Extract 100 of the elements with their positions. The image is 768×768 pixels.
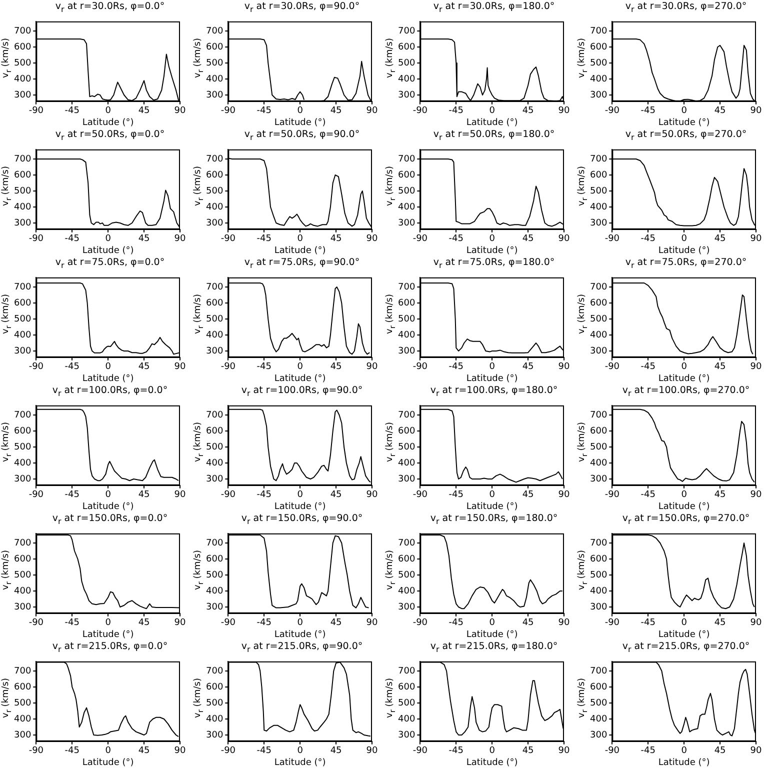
y-tick-label: 600 xyxy=(206,554,224,564)
y-tick-label: 300 xyxy=(14,90,32,100)
x-tick-label: -45 xyxy=(640,746,656,756)
x-axis-title: Latitude (°) xyxy=(82,502,134,512)
y-tick-label: 600 xyxy=(14,42,32,52)
x-tick-label: 0 xyxy=(297,234,304,244)
x-tick-label: 45 xyxy=(522,234,534,244)
y-tick-label: 500 xyxy=(14,570,32,580)
chart-title: v$_{r}$ at r=30.0Rs, φ=180.0° xyxy=(432,0,556,14)
y-tick-label: 600 xyxy=(590,170,608,180)
y-tick-label: 500 xyxy=(590,58,608,68)
y-tick-label: 600 xyxy=(590,298,608,308)
y-tick-label: 300 xyxy=(14,218,32,228)
x-tick-label: 90 xyxy=(174,746,186,756)
x-tick-label: -90 xyxy=(220,106,236,116)
x-axis-title: Latitude (°) xyxy=(82,758,134,768)
y-tick-label: 500 xyxy=(14,698,32,708)
x-tick-label: 45 xyxy=(522,618,534,628)
x-tick-label: -45 xyxy=(64,234,80,244)
y-tick-label: 600 xyxy=(590,682,608,692)
y-tick-label: 400 xyxy=(14,714,32,724)
x-tick-label: -45 xyxy=(256,618,272,628)
x-tick-label: 90 xyxy=(366,362,378,372)
x-tick-label: 0 xyxy=(681,106,688,116)
y-tick-label: 500 xyxy=(398,442,416,452)
x-tick-label: -90 xyxy=(604,746,620,756)
y-tick-label: 300 xyxy=(398,474,416,484)
x-tick-label: 0 xyxy=(297,490,304,500)
chart-title: v$_{r}$ at r=150.0Rs, φ=90.0° xyxy=(240,512,364,526)
x-tick-label: 45 xyxy=(714,106,726,116)
x-tick-label: -90 xyxy=(604,362,620,372)
x-tick-label: -90 xyxy=(220,362,236,372)
x-tick-label: -90 xyxy=(412,490,428,500)
x-tick-label: 45 xyxy=(330,234,342,244)
y-tick-label: 400 xyxy=(590,202,608,212)
x-tick-label: 45 xyxy=(330,106,342,116)
y-tick-label: 700 xyxy=(590,410,608,420)
x-axis-title: Latitude (°) xyxy=(466,118,518,128)
x-tick-label: 45 xyxy=(138,490,150,500)
x-tick-label: 0 xyxy=(489,106,496,116)
y-tick-label: 600 xyxy=(398,42,416,52)
y-tick-label: 400 xyxy=(14,74,32,84)
chart-title: v$_{r}$ at r=150.0Rs, φ=0.0° xyxy=(51,512,169,526)
y-tick-label: 600 xyxy=(14,170,32,180)
chart-title: v$_{r}$ at r=215.0Rs, φ=270.0° xyxy=(621,640,751,654)
y-tick-label: 400 xyxy=(398,330,416,340)
x-tick-label: 45 xyxy=(330,746,342,756)
x-tick-label: 0 xyxy=(489,234,496,244)
y-tick-label: 300 xyxy=(590,602,608,612)
x-tick-label: -90 xyxy=(604,106,620,116)
chart-title: v$_{r}$ at r=100.0Rs, φ=0.0° xyxy=(51,384,169,398)
x-tick-label: 90 xyxy=(558,234,570,244)
x-tick-label: 90 xyxy=(558,618,570,628)
x-tick-label: 90 xyxy=(558,746,570,756)
y-tick-label: 500 xyxy=(14,314,32,324)
x-tick-label: -90 xyxy=(220,618,236,628)
x-tick-label: 0 xyxy=(105,618,112,628)
x-tick-label: -45 xyxy=(64,362,80,372)
x-tick-label: 90 xyxy=(366,618,378,628)
x-tick-label: 45 xyxy=(138,362,150,372)
x-tick-label: -45 xyxy=(448,234,464,244)
y-tick-label: 500 xyxy=(398,698,416,708)
y-tick-label: 600 xyxy=(206,298,224,308)
y-tick-label: 700 xyxy=(206,410,224,420)
x-tick-label: 45 xyxy=(330,490,342,500)
x-tick-label: 90 xyxy=(750,618,762,628)
chart-title: v$_{r}$ at r=50.0Rs, φ=0.0° xyxy=(54,128,166,142)
x-axis-title: Latitude (°) xyxy=(274,502,326,512)
x-tick-label: -90 xyxy=(412,362,428,372)
y-tick-label: 400 xyxy=(398,202,416,212)
y-tick-label: 700 xyxy=(398,410,416,420)
x-tick-label: -90 xyxy=(28,618,44,628)
x-axis-title: Latitude (°) xyxy=(466,758,518,768)
y-tick-label: 700 xyxy=(14,26,32,36)
x-tick-label: 90 xyxy=(750,362,762,372)
x-tick-label: 45 xyxy=(330,618,342,628)
chart-title: v$_{r}$ at r=215.0Rs, φ=90.0° xyxy=(240,640,364,654)
x-tick-label: 45 xyxy=(138,618,150,628)
y-tick-label: 400 xyxy=(590,586,608,596)
chart-title: v$_{r}$ at r=30.0Rs, φ=90.0° xyxy=(243,0,361,14)
y-tick-label: 500 xyxy=(14,442,32,452)
y-tick-label: 300 xyxy=(590,474,608,484)
y-tick-label: 400 xyxy=(590,458,608,468)
x-tick-label: 0 xyxy=(681,490,688,500)
x-tick-label: -45 xyxy=(64,746,80,756)
x-tick-label: 0 xyxy=(105,234,112,244)
y-tick-label: 700 xyxy=(206,26,224,36)
y-tick-label: 700 xyxy=(14,154,32,164)
y-tick-label: 600 xyxy=(14,682,32,692)
chart-title: v$_{r}$ at r=75.0Rs, φ=90.0° xyxy=(243,256,361,270)
x-axis-title: Latitude (°) xyxy=(82,374,134,384)
chart-title: v$_{r}$ at r=215.0Rs, φ=0.0° xyxy=(51,640,169,654)
x-tick-label: -45 xyxy=(640,362,656,372)
x-axis-title: Latitude (°) xyxy=(658,758,710,768)
y-tick-label: 300 xyxy=(206,346,224,356)
y-tick-label: 600 xyxy=(398,298,416,308)
x-tick-label: -45 xyxy=(256,362,272,372)
x-axis-title: Latitude (°) xyxy=(82,118,134,128)
x-axis-title: Latitude (°) xyxy=(82,246,134,256)
y-tick-label: 300 xyxy=(398,218,416,228)
